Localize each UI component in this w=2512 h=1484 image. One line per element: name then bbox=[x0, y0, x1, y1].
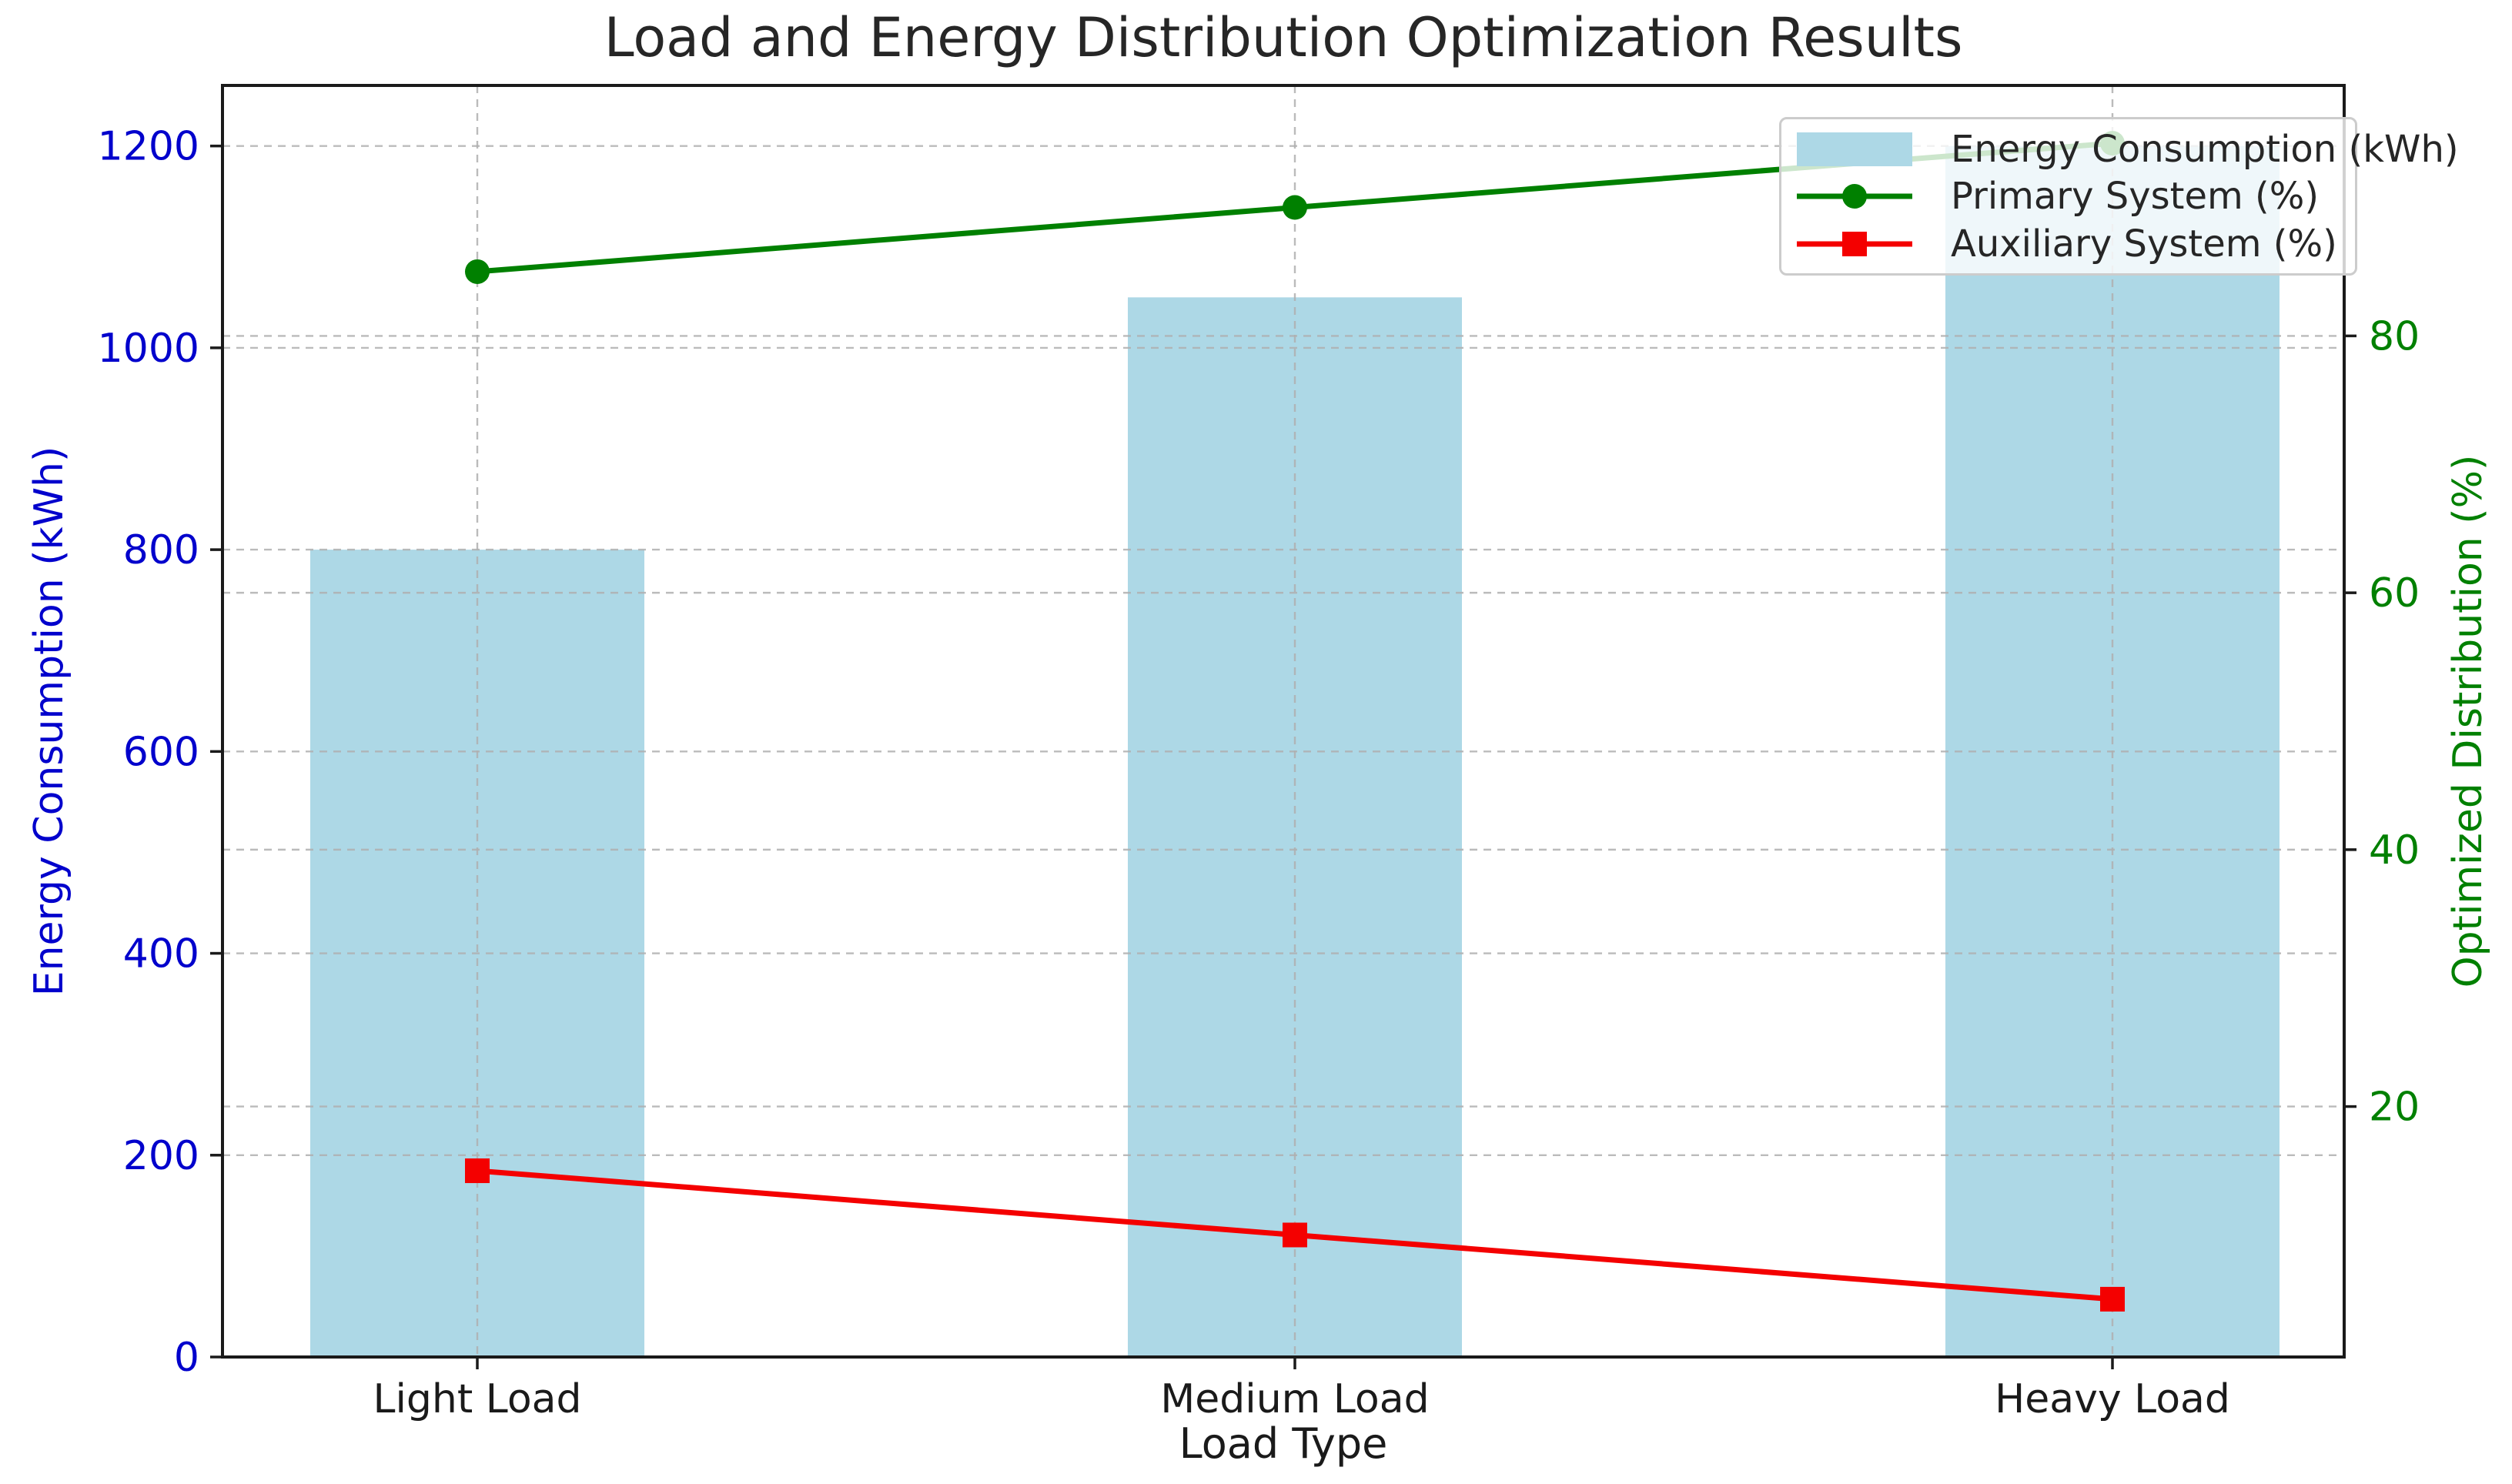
right-y-axis-label: Optimized Distribution (%) bbox=[2445, 454, 2491, 988]
left-tick-label-200: 200 bbox=[123, 1133, 199, 1179]
primary-marker-0 bbox=[465, 259, 490, 284]
legend-item-energy-consumption: Energy Consumption (kWh) bbox=[1797, 127, 2459, 172]
axes-layer bbox=[221, 84, 2346, 1359]
legend-swatch-bar bbox=[1797, 131, 1912, 168]
auxiliary-marker-0 bbox=[465, 1158, 490, 1184]
legend-key-glyph bbox=[1797, 132, 1912, 166]
legend-swatch-primary-line bbox=[1797, 178, 1912, 215]
right-tick-label-40: 40 bbox=[2369, 827, 2420, 874]
right-tick-label-20: 20 bbox=[2369, 1085, 2420, 1131]
left-tick-label-0: 0 bbox=[174, 1335, 199, 1381]
left-tick-label-1200: 1200 bbox=[98, 124, 199, 170]
legend: Energy Consumption (kWh) Primary System … bbox=[1779, 117, 2459, 276]
legend-swatch-auxiliary-line bbox=[1797, 226, 1912, 262]
x-tick-label-2: Heavy Load bbox=[1995, 1376, 2230, 1422]
auxiliary-marker-2 bbox=[2100, 1286, 2125, 1312]
chart-title: Load and Energy Distribution Optimizatio… bbox=[604, 6, 1963, 69]
plot-spines bbox=[221, 84, 2346, 1359]
right-tick-label-80: 80 bbox=[2369, 313, 2420, 359]
tick-labels-layer: 0 200 400 600 800 1000 1200 20 40 60 80 Light Load M… bbox=[98, 124, 2420, 1422]
left-tick-label-1000: 1000 bbox=[98, 326, 199, 372]
legend-key-glyph bbox=[1797, 231, 1912, 256]
x-tick-label-1: Medium Load bbox=[1160, 1376, 1429, 1422]
left-tick-label-400: 400 bbox=[123, 931, 199, 978]
right-tick-label-60: 60 bbox=[2369, 570, 2420, 617]
primary-marker-1 bbox=[1283, 195, 1307, 220]
grid-layer bbox=[222, 85, 2344, 1357]
x-axis-label: Load Type bbox=[1179, 1419, 1388, 1468]
legend-item-auxiliary-system: Auxiliary System (%) bbox=[1797, 222, 2355, 266]
left-tick-label-800: 800 bbox=[123, 527, 199, 573]
legend-label: Auxiliary System (%) bbox=[1951, 222, 2337, 266]
legend-label: Primary System (%) bbox=[1951, 175, 2320, 218]
legend-key-glyph bbox=[1797, 184, 1912, 209]
x-tick-label-0: Light Load bbox=[373, 1376, 581, 1422]
left-tick-label-600: 600 bbox=[123, 729, 199, 775]
legend-item-primary-system: Primary System (%) bbox=[1797, 174, 2355, 219]
legend-label: Energy Consumption (kWh) bbox=[1951, 127, 2459, 171]
left-y-axis-label: Energy Consumption (kWh) bbox=[26, 446, 72, 997]
auxiliary-marker-1 bbox=[1283, 1222, 1307, 1248]
